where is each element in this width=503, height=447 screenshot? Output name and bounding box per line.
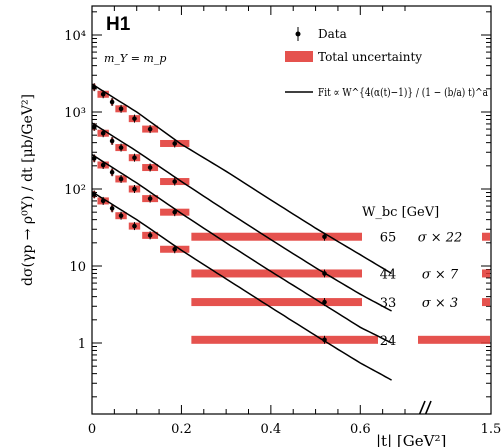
fit-curve-33 (92, 153, 392, 344)
data-point-65 (109, 99, 115, 105)
fit-curve-24 (92, 191, 392, 381)
condition-label: m_Y = m_p (104, 52, 166, 65)
y-tick-label: 1 (78, 337, 86, 352)
y-tick-label: 10⁴ (64, 29, 86, 44)
fit-curve-44 (92, 122, 392, 312)
data-point-44 (322, 271, 327, 276)
data-point-24 (100, 198, 106, 204)
fit-curves (92, 83, 432, 414)
x-tick-label: 0.2 (171, 422, 192, 437)
legend-fit-label: Fit ∝ W^{4(α(t)−1)} / (1 − (b/a) t)^a (318, 86, 488, 99)
uncertainty-band (191, 232, 362, 241)
scale-label-44: σ × 7 (422, 267, 459, 282)
scale-label-33: σ × 3 (422, 296, 458, 311)
data-point-24 (322, 337, 327, 343)
data-point-44 (109, 138, 115, 144)
w-label-24: 24 (380, 334, 397, 349)
uncertainty-band (482, 298, 490, 307)
data-point-65 (147, 126, 153, 132)
experiment-label: H1 (106, 14, 131, 35)
w-label-44: 44 (380, 267, 397, 282)
data-point-33 (118, 176, 124, 182)
data-point-24 (118, 213, 124, 219)
data-point-24 (172, 246, 178, 252)
x-tick-label: 0.4 (261, 422, 282, 437)
y-tick-label: 10² (64, 183, 86, 198)
data-point-33 (147, 196, 153, 201)
y-tick-label: 10 (69, 260, 86, 275)
x-tick-label: 1.5 (481, 422, 502, 437)
data-point-24 (91, 192, 97, 197)
legend-data-marker (295, 31, 301, 37)
y-tick-label: 10³ (64, 106, 86, 121)
x-tick-label: 0 (88, 422, 96, 437)
data-point-33 (322, 299, 327, 305)
plot-frame (91, 5, 492, 415)
data-point-33 (109, 169, 115, 175)
data-point-65 (172, 141, 178, 146)
data-point-65 (322, 234, 327, 240)
series-labels: W_bc [GeV] 65 σ × 22 44 σ × 7 33 σ × 3 24 (362, 205, 462, 349)
data-point-33 (172, 209, 178, 215)
data-point-44 (132, 155, 137, 160)
x-tick-label: 0.6 (350, 422, 371, 437)
data-point-44 (172, 179, 178, 184)
data-point-24 (132, 223, 137, 229)
w-label-65: 65 (380, 231, 397, 246)
data-point-65 (91, 84, 97, 90)
axis-break-mark (424, 400, 432, 414)
axis-ticks (91, 6, 492, 414)
data-point-24 (109, 206, 115, 211)
uncertainty-band (482, 269, 490, 278)
y-axis-label: dσ(γp → ρ⁰Y) / dt [μb/GeV²] (20, 94, 36, 286)
uncertainty-band (482, 232, 490, 241)
scale-label-65: σ × 22 (418, 231, 463, 246)
uncertainty-band (191, 335, 378, 344)
fit-curve-65 (92, 83, 392, 275)
data-point-24 (147, 233, 153, 238)
data-point-33 (132, 186, 137, 192)
w-header: W_bc [GeV] (362, 205, 439, 220)
data-point-65 (132, 116, 137, 121)
data-point-33 (100, 162, 106, 168)
data-points (91, 83, 327, 344)
data-point-65 (118, 106, 124, 112)
data-point-44 (100, 130, 106, 136)
data-point-33 (91, 156, 97, 161)
legend-band-swatch (285, 51, 313, 62)
axis-break-mark (418, 400, 426, 414)
x-axis-label: |t| [GeV²] (376, 432, 446, 447)
uncertainty-band (191, 298, 362, 307)
uncertainty-band (191, 269, 362, 278)
data-point-44 (91, 124, 97, 130)
uncertainty-band (418, 335, 490, 344)
data-point-44 (118, 145, 124, 150)
w-label-33: 33 (380, 296, 397, 311)
data-point-44 (147, 165, 153, 170)
axis-labels: 0 0.2 0.4 0.6 1.5 1 10 10² 10³ 10⁴ |t| [GeV²] dσ(γp… (20, 29, 501, 447)
legend-band-label: Total uncertainty (318, 50, 422, 64)
data-point-65 (100, 91, 106, 97)
legend: H1 m_Y = m_p Data Total uncertainty Fit ∝ W^… (104, 14, 488, 99)
legend-data-label: Data (318, 27, 347, 41)
